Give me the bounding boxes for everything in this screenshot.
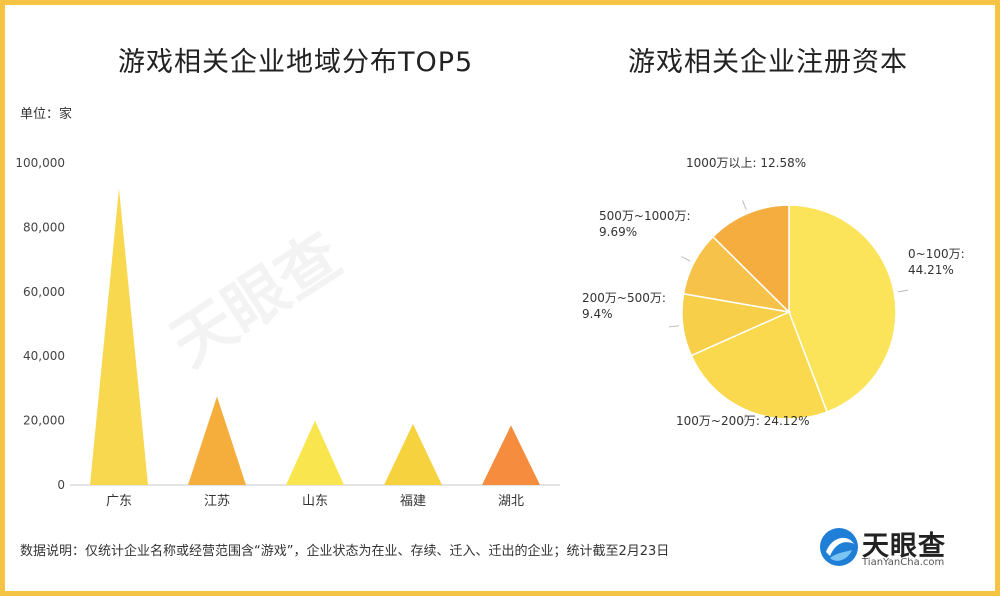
tianyancha-logo: 天眼查 TianYanCha.com	[818, 522, 968, 574]
pie-label-1: 0~100万: 44.21%	[908, 247, 965, 277]
y-tick-label: 60,000	[23, 285, 65, 299]
data-footnote: 数据说明：仅统计企业名称或经营范围含“游戏”，企业状态为在业、存续、迁入、迁出的…	[20, 544, 670, 559]
pie-label-4: 500万~1000万: 9.69%	[599, 209, 691, 239]
bar-4	[384, 423, 442, 485]
y-tick-label: 40,000	[23, 349, 65, 363]
pie-label-5: 1000万以上: 12.58%	[686, 156, 806, 170]
logo-domain: TianYanCha.com	[862, 557, 945, 568]
pie-label-2: 100万~200万: 24.12%	[676, 414, 809, 428]
pie-slice-1	[788, 204, 897, 413]
pie-leader-line	[742, 414, 747, 424]
bar-chart-title: 游戏相关企业地域分布TOP5	[118, 47, 474, 78]
bar-3	[286, 420, 344, 485]
y-tick-label: 100,000	[15, 156, 65, 170]
pie-slice-2	[690, 310, 829, 420]
x-tick-label: 福建	[400, 494, 426, 509]
pie-leader-line	[898, 289, 909, 293]
unit-label: 单位：家	[20, 107, 73, 122]
logo-name: 天眼查	[862, 531, 946, 562]
pie-chart-title: 游戏相关企业注册资本	[628, 47, 908, 78]
y-tick-label: 20,000	[23, 414, 65, 428]
y-tick-label: 80,000	[23, 220, 65, 234]
y-tick-label: 0	[57, 478, 65, 492]
pie-label-3: 200万~500万: 9.4%	[582, 291, 666, 321]
bar-chart: 0 20,000 40,000 60,000 80,000 100,000 广东 江苏 山东 福建…	[15, 156, 560, 509]
pie-chart: 0~100万: 44.21% 100万~200万: 24.12% 200万~500万:…	[582, 156, 965, 428]
pie-leader-line	[668, 325, 679, 328]
tianyancha-logo-icon	[820, 528, 858, 566]
x-tick-label: 湖北	[498, 494, 524, 509]
bar-5	[482, 425, 540, 485]
x-tick-label: 山东	[302, 494, 328, 509]
x-tick-label: 广东	[106, 494, 132, 509]
x-tick-label: 江苏	[204, 493, 230, 509]
pie-slice-5	[711, 204, 790, 314]
pie-leader-line	[681, 256, 691, 262]
bar-2	[188, 396, 246, 485]
bar-1	[90, 188, 148, 485]
pie-leader-line	[741, 200, 747, 210]
